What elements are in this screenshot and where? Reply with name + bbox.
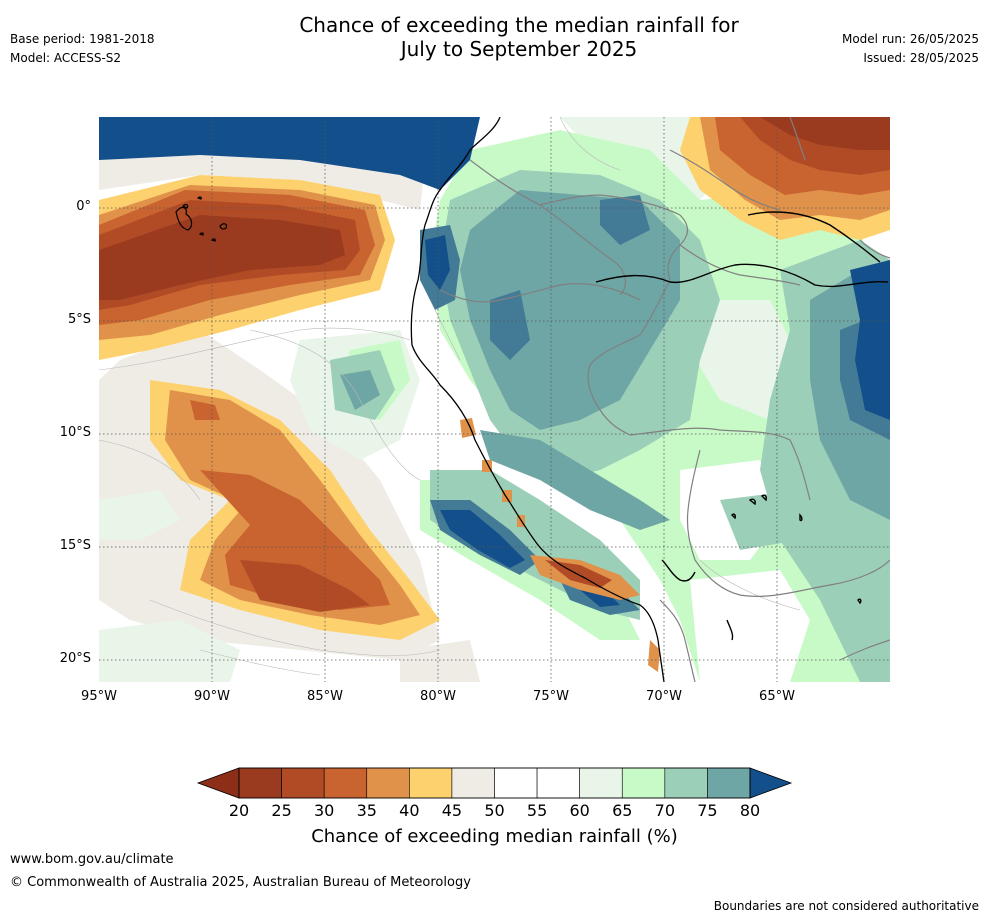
title-line-1: Chance of exceeding the median rainfall … <box>299 13 739 37</box>
colorbar-segment <box>664 767 708 799</box>
copyright-text: © Commonwealth of Australia 2025, Austra… <box>10 875 471 890</box>
lat-label-10s: 10°S <box>59 425 91 440</box>
disclaimer-text: Boundaries are not considered authoritat… <box>713 899 979 913</box>
colorbar-segment <box>281 767 325 799</box>
lon-label-65w: 65°W <box>759 689 795 704</box>
colorbar-tick-label: 25 <box>271 801 292 820</box>
colorbar-tick-label: 20 <box>228 801 250 820</box>
model-text: Model: ACCESS-S2 <box>10 51 122 65</box>
colorbar-tick-label: 70 <box>654 801 675 820</box>
colorbar-segment <box>366 767 410 799</box>
colorbar-segment <box>536 767 580 799</box>
lon-label-70w: 70°W <box>646 689 682 704</box>
colorbar-segment <box>494 767 538 799</box>
lat-label-5s: 5°S <box>67 312 91 327</box>
website-text: www.bom.gov.au/climate <box>10 852 174 867</box>
lat-label-20s: 20°S <box>59 651 91 666</box>
colorbar-tick-label: 75 <box>697 801 718 820</box>
lon-label-95w: 95°W <box>81 689 117 704</box>
model-run-text: Model run: 26/05/2025 <box>841 32 979 46</box>
colorbar-segment <box>238 767 282 799</box>
colorbar-segment <box>409 767 453 799</box>
issued-text: Issued: 28/05/2025 <box>863 51 979 65</box>
amazon-river <box>595 211 889 641</box>
colorbar-label: Chance of exceeding median rainfall (%) <box>311 826 678 847</box>
base-period-text: Base period: 1981-2018 <box>10 32 155 46</box>
colorbar-segments <box>238 767 751 799</box>
colorbar-segment <box>621 767 666 799</box>
colorbar-tick-label: 50 <box>484 801 505 820</box>
lat-label-0: 0° <box>76 199 91 214</box>
map-plot-area <box>99 117 890 682</box>
colorbar-tick-label: 40 <box>399 801 420 820</box>
colorbar-tick-label: 60 <box>569 801 590 820</box>
colorbar-segment <box>707 767 751 799</box>
colorbar-high-arrow <box>749 767 793 799</box>
colorbar-tick-label: 65 <box>612 801 633 820</box>
colorbar-tick-label: 55 <box>526 801 548 820</box>
lat-label-15s: 15°S <box>59 538 91 553</box>
colorbar-tick-label: 80 <box>739 801 761 820</box>
lon-label-75w: 75°W <box>533 689 569 704</box>
national-borders <box>439 117 890 682</box>
colorbar-segment <box>579 767 623 799</box>
colorbar-tick-label: 30 <box>313 801 335 820</box>
colorbar-segment <box>323 767 368 799</box>
coastline <box>410 117 665 682</box>
lon-label-90w: 90°W <box>194 689 230 704</box>
colorbar <box>196 767 793 799</box>
page-title: Chance of exceeding the median rainfall … <box>0 13 988 61</box>
title-line-2: July to September 2025 <box>400 37 638 61</box>
lon-label-80w: 80°W <box>420 689 456 704</box>
colorbar-low-arrow <box>196 767 240 799</box>
colorbar-outline <box>238 767 751 799</box>
colorbar-segment <box>451 767 495 799</box>
galapagos-islands <box>175 196 228 242</box>
lon-label-85w: 85°W <box>307 689 343 704</box>
colorbar-tick-label: 35 <box>356 801 377 820</box>
colorbar-tick-label: 45 <box>441 801 463 820</box>
